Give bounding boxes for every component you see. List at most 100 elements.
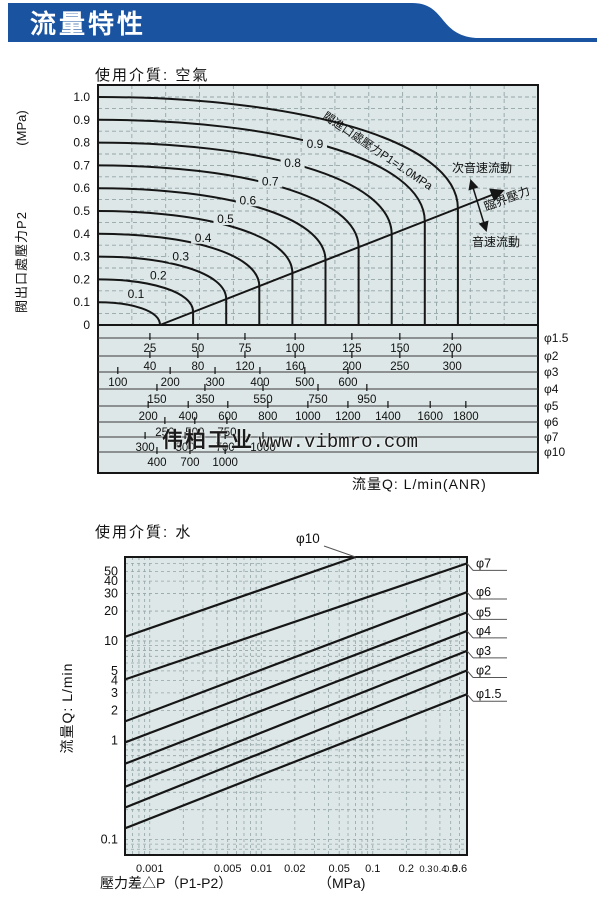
flow-curve-p1-0.6 [97,187,327,325]
y-tick-label: 0.8 [73,136,90,150]
water-plot-border [124,556,468,856]
flow-curve-p1-0.9 [97,118,426,325]
air-chart-title: 使用介質: 空氣 [95,66,209,84]
flow-curve-p1-0.4 [97,232,261,325]
curve-label-bg [280,155,305,169]
y-tick-label: 40 [104,574,118,588]
scale-value: 120 [235,361,254,373]
y-tick-label: 3 [111,686,118,700]
scale-value: 500 [295,377,314,389]
scale-value: 150 [390,343,409,355]
y-tick-label: 0.3 [73,250,90,264]
curve-label: 0.7 [262,175,279,189]
scale-value: 150 [147,394,166,406]
scale-value: 200 [342,361,361,373]
y-tick-label: 2 [111,703,118,717]
curve-label-bg [235,193,260,207]
phi-line-label: φ5 [476,605,491,619]
y-tick-label: 0.1 [101,833,118,847]
phi-line-label: φ6 [476,585,491,599]
scale-phi-label: φ3 [544,365,559,379]
water-chart-title: 使用介質: 水 [95,523,192,541]
curve-label-bg [303,137,327,150]
water-y-axis-label: 流量Q: L/min [59,663,75,754]
scale-value: 1200 [335,411,361,423]
scale-value: 400 [179,411,198,423]
water-x-axis-label: 壓力差△P（P1-P2） [100,875,232,891]
air-x-axis-label: 流量Q: L/min(ANR) [352,476,487,492]
y-tick-label: 0.6 [73,181,90,195]
curve-label-bg [258,174,283,188]
x-tick-label: 0.5 [444,864,457,875]
x-tick-label: 0.05 [328,863,349,875]
y-tick-label: 4 [111,673,118,687]
y-tick-label: 0.1 [73,295,90,309]
scale-phi-label: φ10 [544,445,565,459]
y-tick-label: 0.7 [73,158,90,172]
scale-value: 40 [144,361,157,373]
scale-value: 1800 [453,411,479,423]
diameter-line-φ2 [125,669,467,809]
phi-label-leader [466,591,474,600]
phi-label-leader [466,650,474,659]
water-series-group [125,557,467,830]
curve-label: 0.9 [307,137,324,151]
flow-curve-p1-0.1 [97,301,161,326]
flow-curve-p1-1 [97,96,459,325]
phi-line-label: φ7 [476,556,491,570]
scale-value: 300 [135,442,154,454]
critical-pressure-line [159,188,505,326]
phi10-leader [323,545,356,558]
flow-curve-p1-0.8 [97,141,393,325]
phi-label-leader [466,563,474,571]
x-tick-label: 0.4 [433,864,446,875]
y-axis-label: 閥出口處壓力P2 [14,211,29,313]
y-tick-label: 30 [104,587,118,601]
scale-value: 600 [338,377,357,389]
y-tick-label: 20 [104,604,118,618]
phi-line-label: φ1.5 [476,687,502,701]
phi-label-leader [466,693,474,702]
scale-value: 750 [217,427,236,439]
air-chart-svg: 使用介質: 空氣0.10.20.30.40.50.60.70.80.9閥進口處壓… [14,66,569,492]
scale-value: 1000 [250,442,276,454]
phi-label-leader [466,611,474,620]
scale-value: 700 [180,457,199,469]
scale-phi-label: φ1.5 [544,331,569,345]
scale-value: 200 [161,377,180,389]
curve-label-bg [191,230,216,244]
scale-value: 400 [250,377,269,389]
scale-value: 25 [144,343,157,355]
y-tick-label: 50 [104,565,118,579]
scale-value: 600 [218,411,237,423]
regime-double-arrow [468,178,489,233]
scale-value: 1400 [375,411,401,423]
curve-label-bg [146,268,171,282]
watermark-url: www.vibmro.com [258,431,419,453]
phi-label-leader [466,630,474,639]
diameter-line-φ10 [125,557,356,638]
water-plot-area [125,557,467,855]
scale-value: 125 [342,343,361,355]
phi-line-label: φ3 [476,644,491,658]
watermark-company: 伟柏工业 [162,429,254,452]
diameter-line-φ1.5 [125,693,467,830]
x-tick-label: 0.1 [365,863,380,875]
banner-shape [8,3,597,42]
x-tick-label: 0.3 [419,864,432,875]
sonic-flow-label: 音速流動 [472,234,520,249]
scale-value: 400 [147,457,166,469]
scale-phi-label: φ5 [544,399,559,413]
x-tick-label: 0.02 [284,863,305,875]
header-banner: 流量特性 [0,0,600,48]
scale-value: 50 [191,343,204,355]
scale-value: 300 [443,361,462,373]
curve-label: 0.1 [128,287,145,301]
diameter-line-φ7 [125,562,467,681]
phi10-label: φ10 [296,531,320,546]
scale-value: 200 [443,343,462,355]
y-axis-unit: (MPa) [14,110,29,145]
diameter-line-φ6 [125,590,467,723]
